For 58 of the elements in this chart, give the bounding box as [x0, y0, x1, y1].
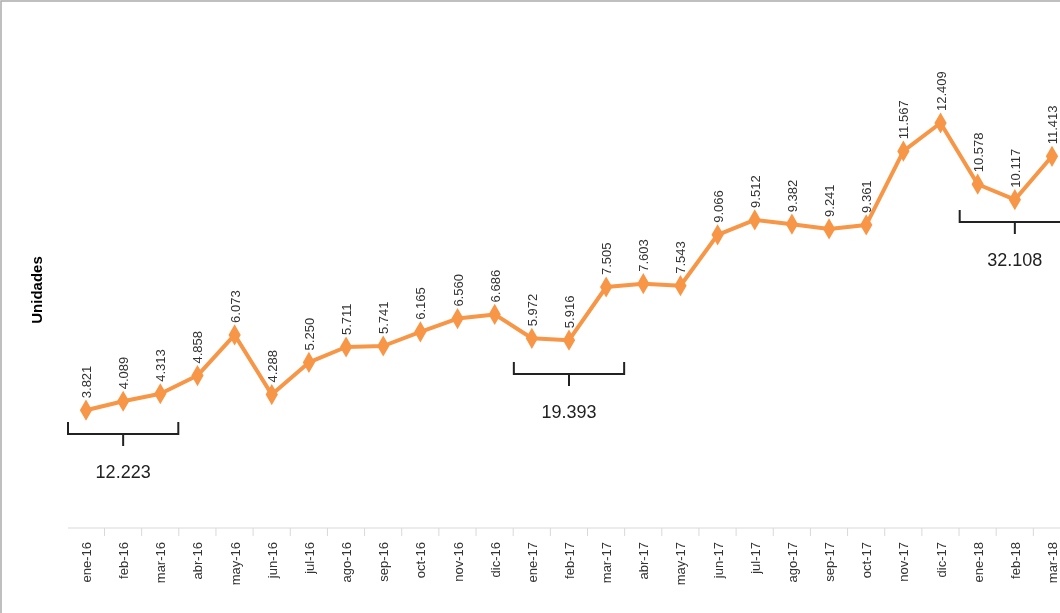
data-label: 5.711	[339, 303, 355, 335]
data-label: 4.858	[190, 330, 206, 364]
x-tick-label: ago-17	[784, 542, 800, 583]
data-label: 9.241	[822, 184, 838, 217]
data-label: 9.361	[859, 180, 875, 213]
text: 12.223	[95, 462, 151, 482]
x-tick-label: mar-17	[599, 542, 615, 584]
x-tick-label: dic-16	[487, 542, 503, 578]
x-tick-label: nov-17	[896, 542, 912, 582]
x-tick-label: feb-17	[562, 542, 577, 579]
y-axis-title: Unidades	[28, 256, 45, 324]
x-tick-label: ene-16	[79, 542, 94, 583]
annotation: 32.108	[987, 250, 1043, 270]
x-tick-label: jun-17	[710, 542, 726, 580]
x-tick-label: ene-17	[524, 542, 540, 583]
data-label: 4.288	[264, 350, 280, 383]
x-tick-label: oct-16	[413, 542, 429, 579]
data-label: 4.089	[116, 356, 132, 390]
x-tick-label: jun-16	[264, 542, 280, 580]
data-label: 10.578	[970, 132, 986, 173]
x-tick-label: jul-16	[301, 542, 317, 575]
x-tick-label: ago-16	[339, 542, 355, 583]
x-tick-label: ene-18	[970, 542, 986, 583]
x-tick-label: mar-18	[1045, 542, 1060, 584]
x-tick-label: nov-16	[450, 542, 466, 582]
x-tick-label: abr-16	[190, 542, 206, 580]
data-label: 12.409	[933, 71, 949, 111]
x-tick-label: mar-16	[153, 542, 169, 584]
data-label: 7.505	[599, 242, 615, 276]
data-label: 6.073	[227, 290, 243, 323]
data-label: 9.512	[747, 175, 763, 208]
annotation: 19.393	[541, 402, 597, 422]
x-tick-label: sep-16	[376, 542, 392, 582]
data-label: 5.741	[376, 301, 392, 334]
data-label: 6.560	[450, 274, 466, 307]
x-tick-label: feb-16	[116, 542, 132, 579]
data-label: 7.603	[636, 239, 652, 272]
x-tick-label: dic-17	[933, 542, 949, 578]
x-tick-label: may-17	[673, 542, 689, 586]
data-label: 11.413	[1045, 105, 1060, 145]
data-label: 9.066	[710, 190, 726, 223]
data-label: 9.382	[784, 179, 800, 213]
data-label: 7.543	[673, 241, 689, 274]
data-label: 5.250	[301, 317, 317, 351]
x-tick-label: may-16	[227, 542, 243, 586]
data-label: 5.972	[524, 293, 540, 327]
data-label: 4.313	[153, 349, 169, 382]
x-tick-label: feb-18	[1007, 542, 1023, 579]
data-label: 3.821	[79, 365, 94, 399]
data-label: 6.165	[413, 287, 429, 320]
data-label: 6.686	[487, 269, 503, 303]
x-tick-label: oct-17	[859, 542, 875, 579]
x-tick-label: jul-17	[747, 542, 763, 575]
x-tick-label: sep-17	[822, 542, 838, 582]
x-tick-label: abr-17	[636, 542, 652, 580]
data-label: 11.567	[896, 100, 912, 140]
data-label: 10.117	[1007, 148, 1023, 188]
data-label: 5.916	[562, 295, 577, 329]
